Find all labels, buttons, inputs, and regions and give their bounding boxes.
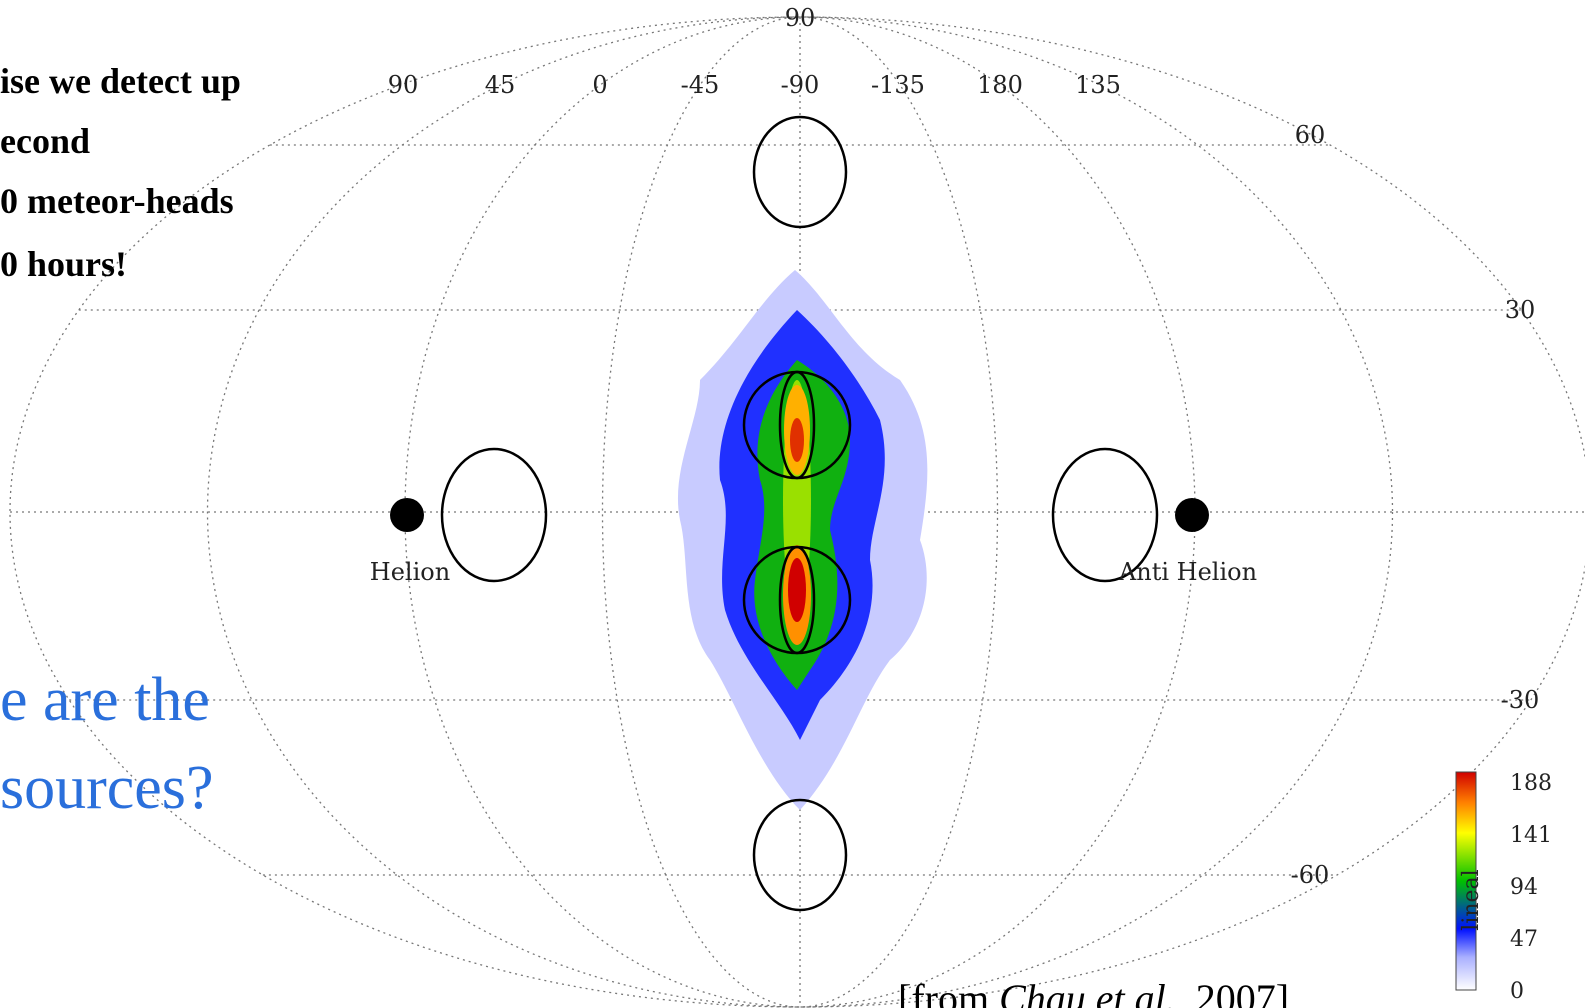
colorbar-tick-label: 94 [1510, 875, 1538, 900]
latitude-label: -30 [1501, 686, 1540, 714]
colorbar-tick-label: 47 [1510, 927, 1538, 952]
source-outlines [390, 115, 1209, 912]
helion-source [440, 447, 548, 583]
colorbar-gradient [1455, 771, 1477, 991]
colorbar: lineal 188 141 94 47 0 [1455, 771, 1552, 1004]
colorbar-tick-label: 188 [1510, 771, 1552, 796]
meridian [206, 16, 1394, 1008]
sun-dot [390, 498, 424, 532]
pole-label: 90 [785, 4, 816, 32]
north-apex-inner [778, 370, 816, 480]
anti-helion-source [1051, 447, 1159, 583]
longitude-label: -90 [781, 71, 820, 99]
citation-authors: Chau et al. [999, 976, 1176, 1008]
text-line: 0 meteor-heads [0, 181, 234, 221]
citation: [from Chau et al., 2007] [898, 976, 1289, 1008]
citation-close: , 2007] [1176, 976, 1289, 1008]
colorbar-tick-label: 0 [1510, 979, 1524, 1004]
text-line: ise we detect up [0, 61, 241, 101]
density-peak [790, 418, 804, 462]
longitude-labels: 90 45 0 -45 -90 -135 180 135 [388, 71, 1121, 99]
longitude-label: 45 [485, 71, 516, 99]
longitude-label: -135 [871, 71, 925, 99]
density-map [677, 270, 928, 810]
latitude-label: 60 [1295, 121, 1326, 149]
colorbar-tick-label: 141 [1510, 823, 1552, 848]
north-toroidal [752, 115, 848, 229]
south-toroidal [752, 798, 848, 912]
longitude-label: -45 [681, 71, 720, 99]
longitude-label: 180 [977, 71, 1023, 99]
latitude-label: 30 [1505, 296, 1536, 324]
helion-label: Helion [370, 558, 450, 586]
colorbar-label: lineal [1459, 869, 1484, 930]
question-line: e are the [0, 666, 210, 734]
text-line: econd [0, 121, 90, 161]
question-line: sources? [0, 754, 213, 822]
density-peak [788, 558, 806, 622]
longitude-label: 0 [592, 71, 607, 99]
anti-sun-dot [1175, 498, 1209, 532]
citation-open: [from [898, 976, 999, 1008]
text-line: 0 hours! [0, 244, 127, 284]
latitude-label: -60 [1291, 861, 1330, 889]
anti-helion-label: Anti Helion [1118, 558, 1257, 586]
south-apex-inner [778, 545, 816, 655]
longitude-label: 90 [388, 71, 419, 99]
latitude-labels: 60 30 -30 -60 [1291, 121, 1540, 889]
meridian [601, 16, 999, 1008]
longitude-label: 135 [1075, 71, 1121, 99]
